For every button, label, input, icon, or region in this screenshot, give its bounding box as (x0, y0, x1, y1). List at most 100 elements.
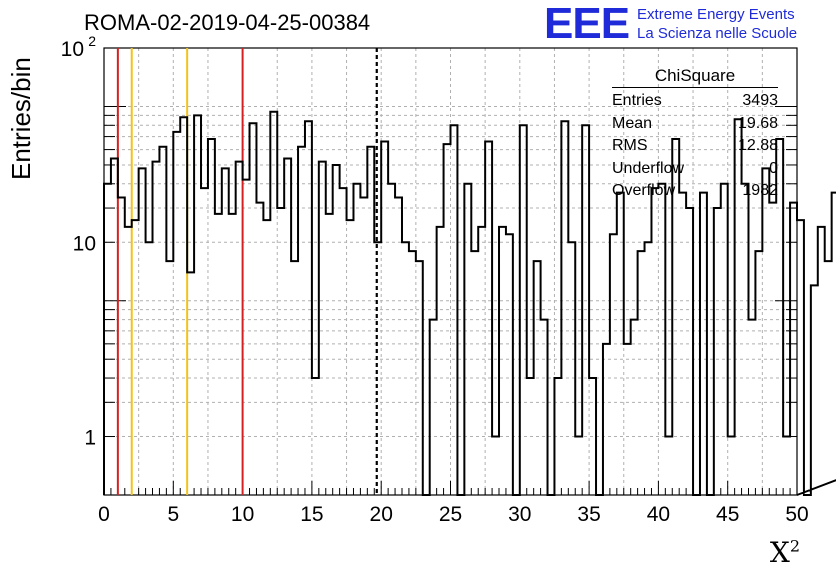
histogram-bin (374, 242, 381, 495)
histogram-bin (811, 285, 818, 495)
stats-label: Mean (612, 114, 653, 132)
histogram-bin (610, 234, 617, 495)
histogram-bin (748, 320, 755, 495)
histogram-bin (395, 197, 402, 495)
histogram-bin (478, 227, 485, 495)
histogram-bin (769, 203, 776, 495)
stats-value: 3493 (742, 92, 778, 109)
stats-row-rms: RMS 12.88 (612, 135, 778, 158)
histogram-bin (679, 193, 686, 495)
histogram-bin (256, 203, 263, 495)
stats-value: 1982 (742, 182, 778, 199)
histogram-bin (818, 227, 825, 495)
logo-line-2: La Scienza nelle Scuole (637, 25, 798, 42)
histogram-bin (492, 437, 499, 495)
histogram-bin (471, 251, 478, 495)
x-tick-label: 15 (300, 503, 323, 526)
histogram-bin (180, 117, 187, 495)
run-title: ROMA-02-2019-04-25-00384 (84, 10, 371, 35)
x-axis-label-superscript: 2 (789, 536, 800, 556)
histogram-bin (139, 168, 146, 495)
histogram-bin (416, 261, 423, 495)
stats-row-mean: Mean 19.68 (612, 113, 778, 136)
x-tick-label: 50 (785, 503, 808, 526)
histogram-bin (298, 147, 305, 495)
y-axis-label: Entries/bin (6, 57, 36, 180)
histogram-bin (582, 125, 589, 495)
x-tick-label: 0 (98, 503, 110, 526)
histogram-bin (250, 123, 257, 495)
histogram-bin (409, 251, 416, 495)
histogram-bin (755, 251, 762, 495)
histogram-bin (430, 320, 437, 495)
stats-value: 19.68 (737, 114, 778, 132)
logo-text: Extreme Energy Events La Scienza nelle S… (637, 2, 797, 43)
histogram-bin (742, 184, 749, 495)
histogram-bin (700, 193, 707, 495)
x-tick-label: 10 (231, 503, 254, 526)
x-tick-label: 40 (647, 503, 670, 526)
stats-row-entries: Entries 3493 (612, 90, 778, 113)
histogram-bin (305, 121, 312, 495)
stats-value: 12.88 (737, 137, 778, 154)
histogram-bin (762, 168, 769, 495)
histogram-bin (617, 193, 624, 495)
histogram-bin (437, 227, 444, 495)
histogram-bin (589, 378, 596, 495)
histogram-bin (270, 112, 277, 495)
histogram-bin (665, 437, 672, 495)
histogram-bin (645, 242, 652, 495)
histogram-bin (111, 158, 118, 495)
x-axis-label: X2 (770, 536, 800, 569)
x-tick-label: 5 (167, 503, 179, 526)
histogram-bin (485, 142, 492, 495)
stats-label: RMS (612, 137, 648, 154)
histogram-bin (222, 168, 229, 495)
y-tick-label: 10 (61, 38, 84, 61)
histogram-bin (825, 261, 832, 495)
x-tick-label: 35 (577, 503, 600, 526)
x-tick-label: 20 (370, 503, 393, 526)
x-tick-label: 45 (716, 503, 739, 526)
histogram-bin (367, 147, 374, 495)
stats-value: 0 (769, 159, 778, 177)
histogram-bin (312, 378, 319, 495)
logo-line-1: Extreme Energy Events (637, 6, 795, 23)
histogram-bin (104, 184, 111, 495)
stats-label: Overflow (612, 182, 676, 199)
histogram-bin (561, 121, 568, 495)
histogram-bin (353, 184, 360, 495)
histogram-bin (284, 158, 291, 495)
stats-label: Underflow (612, 159, 685, 177)
histogram-bin (187, 272, 194, 495)
histogram-bin (506, 234, 513, 495)
histogram-bin (631, 320, 638, 495)
stats-label: Entries (612, 92, 662, 109)
histogram-bin (451, 125, 458, 495)
histogram-bin (333, 165, 340, 495)
histogram-bin (686, 208, 693, 495)
histogram-bin (444, 144, 451, 495)
histogram-bin (603, 344, 610, 495)
histogram-bin (153, 162, 160, 495)
histogram-bin (554, 378, 561, 495)
histogram-bin (347, 220, 354, 495)
histogram-bin (146, 242, 153, 495)
histogram-bin (381, 142, 388, 495)
stats-row-underflow: Underflow 0 (612, 158, 778, 181)
histogram-bin (229, 214, 236, 495)
histogram-bin (783, 437, 790, 495)
histogram-bin (125, 227, 132, 495)
histogram-bin (568, 242, 575, 495)
histogram-bin (658, 184, 665, 495)
histogram-bin (201, 188, 208, 495)
histogram-bin (575, 437, 582, 495)
y-tick-label: 10 (73, 232, 96, 255)
histogram-bin (714, 208, 721, 495)
histogram-bin (651, 188, 658, 495)
histogram-bin (132, 220, 139, 495)
histogram-bin (159, 147, 166, 495)
histogram-bin (797, 220, 804, 495)
y-tick-exponent: 2 (88, 33, 96, 49)
